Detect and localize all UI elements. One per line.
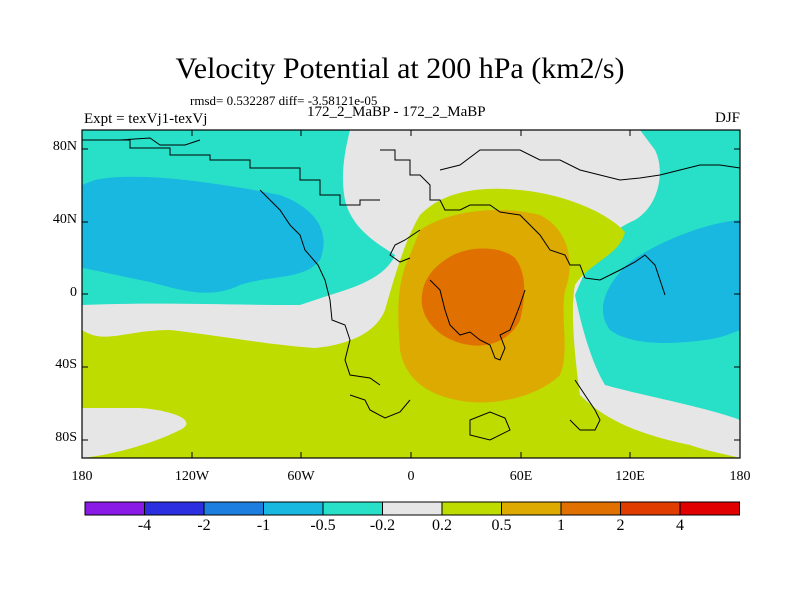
coastlines [82, 137, 740, 441]
legend-label: 2 [616, 517, 625, 534]
field-positive-1 [421, 248, 525, 346]
axis-ticks [82, 130, 740, 458]
legend-swatch-2 [203, 501, 264, 516]
legend-swatch-9 [620, 501, 681, 516]
legend-swatch-1 [144, 501, 205, 516]
lat-label-0: 0 [70, 285, 77, 300]
legend-swatch-10 [679, 501, 740, 516]
legend-swatch-4 [322, 501, 383, 516]
legend-swatch-3 [263, 501, 324, 516]
lon-label-0: 0 [407, 469, 415, 484]
legend-label: 0.5 [491, 517, 512, 534]
subtitle: 172_2_MaBP - 172_2_MaBP [307, 104, 486, 120]
legend-label: 4 [676, 517, 684, 534]
legend-label: -1 [256, 517, 271, 534]
field-blue-west [82, 176, 324, 293]
lon-label-180e: 180 [729, 469, 751, 484]
legend-colorbar [84, 501, 740, 516]
lat-label-40s: 40S [55, 357, 77, 372]
legend-label: -0.5 [310, 517, 336, 534]
legend-swatch-8 [560, 501, 621, 516]
lon-label-60e: 60E [509, 469, 533, 484]
lat-label-40n: 40N [52, 212, 77, 227]
legend-swatch-0 [84, 501, 145, 516]
lat-label-80s: 80S [55, 430, 77, 445]
lon-label-120w: 120W [174, 469, 210, 484]
legend-label: -2 [197, 517, 211, 534]
lon-label-60w: 60W [287, 469, 315, 484]
legend-label: 0.2 [432, 517, 452, 534]
legend-label: -0.2 [369, 517, 396, 534]
lon-label-180w: 180 [71, 469, 93, 484]
lat-label-80n: 80N [52, 139, 77, 154]
experiment-label: Expt = texVj1-texVj [84, 111, 208, 127]
legend-swatch-5 [382, 501, 443, 516]
chart-title: Velocity Potential at 200 hPa (km2/s) [175, 52, 625, 85]
legend-label: -4 [137, 517, 152, 534]
field-blue-east [602, 220, 740, 343]
season-label: DJF [714, 110, 740, 126]
legend-swatch-7 [501, 501, 562, 516]
legend-swatch-6 [441, 501, 502, 516]
legend-label: 1 [557, 517, 565, 534]
lon-label-120e: 120E [615, 469, 645, 484]
stats-text: rmsd= 0.532287 diff= -3.58121e-05 [190, 93, 378, 108]
